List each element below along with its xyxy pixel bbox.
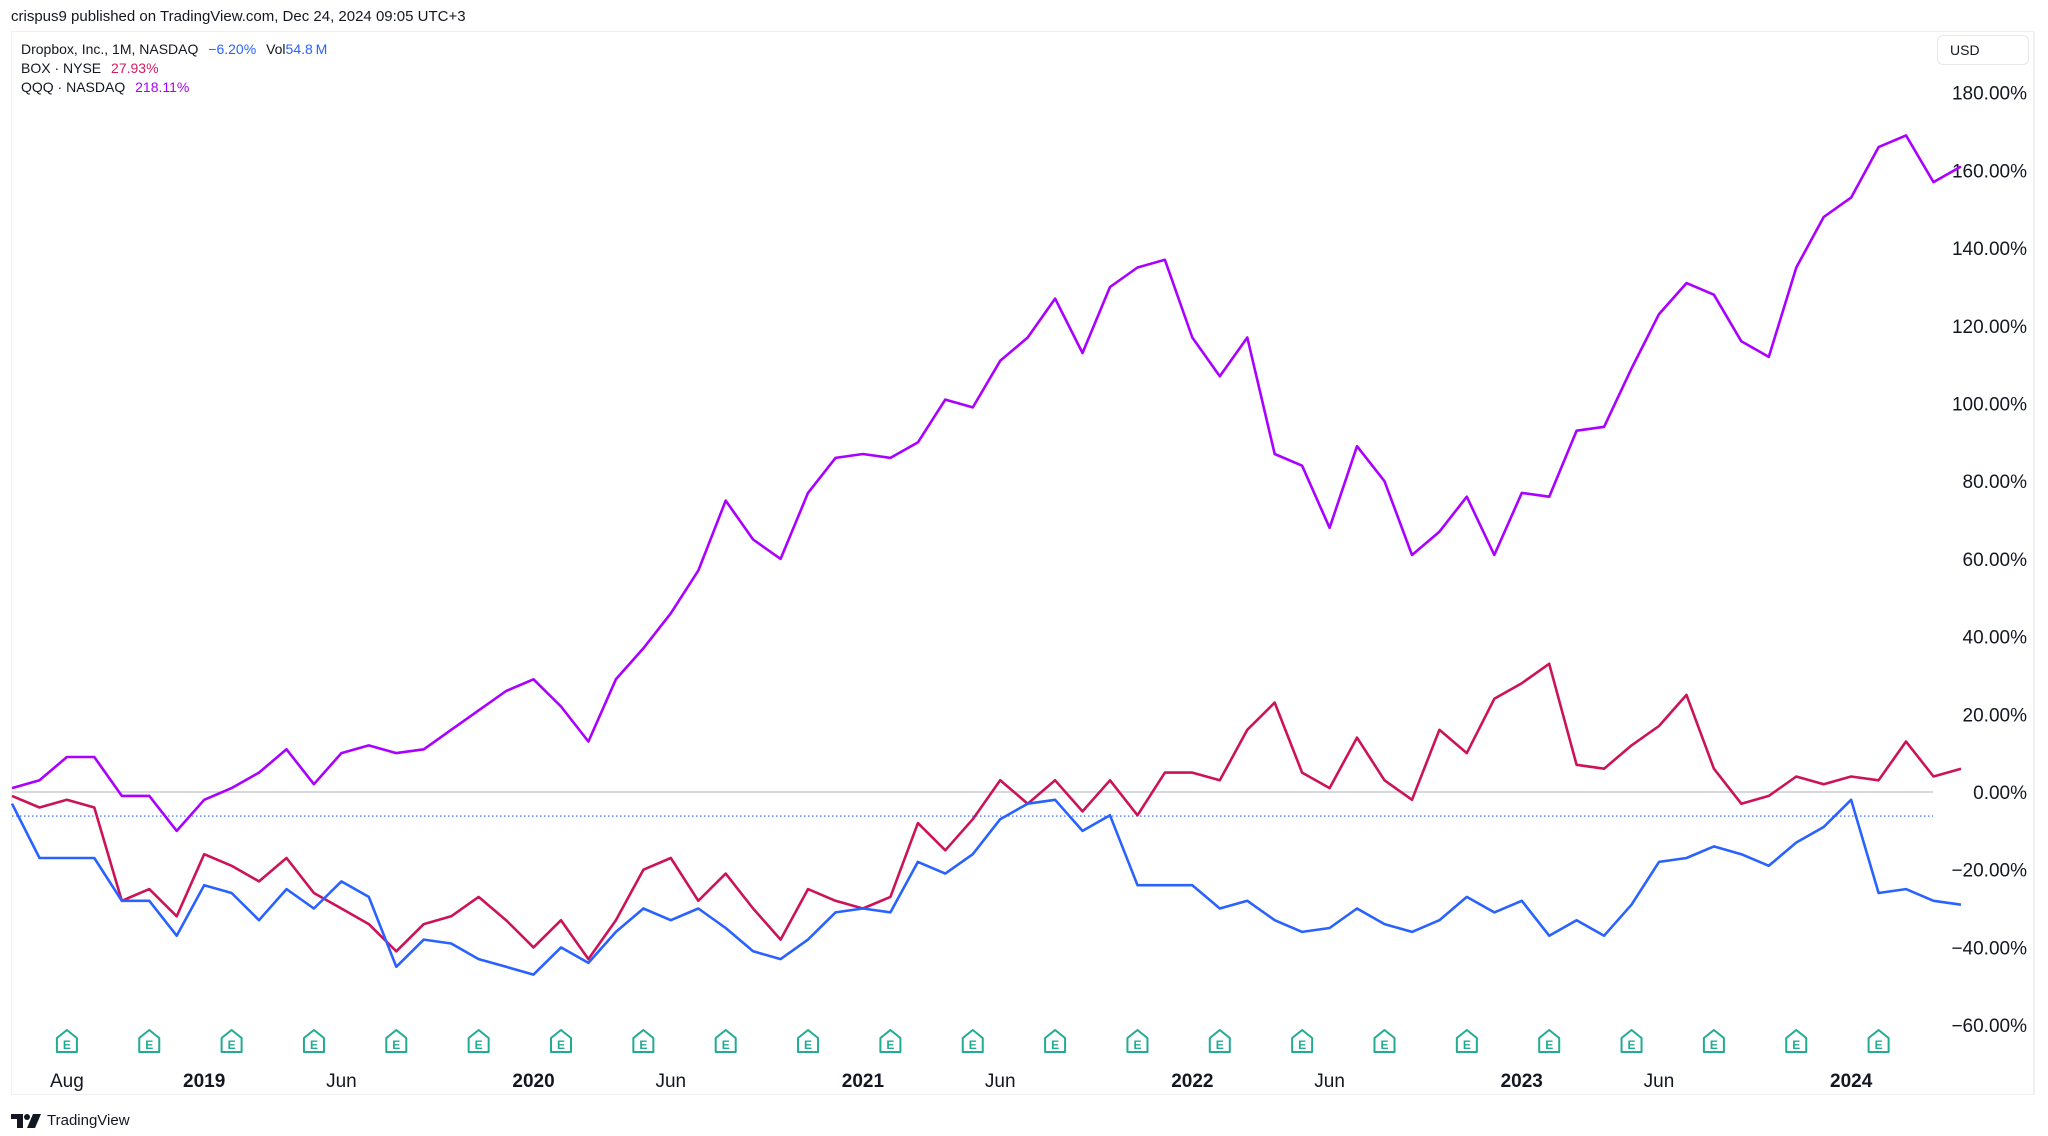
legend-qqq-change: 218.11% [135,79,190,95]
earnings-marker-icon[interactable]: E [1208,1029,1231,1053]
series-line-box[interactable] [11,662,1962,961]
x-axis-tick-label: 2022 [1171,1071,1213,1092]
svg-text:E: E [886,1038,894,1052]
publisher-line: crispus9 published on TradingView.com, D… [11,8,466,25]
svg-text:E: E [63,1038,71,1052]
legend-main-change: −6.20% [208,41,257,57]
earnings-marker-icon[interactable]: E [302,1029,325,1053]
earnings-marker-icon[interactable]: E [1785,1029,1808,1053]
svg-text:E: E [1298,1038,1306,1052]
earnings-marker-icon[interactable]: E [961,1029,984,1053]
svg-text:E: E [145,1038,153,1052]
svg-text:E: E [1792,1038,1800,1052]
y-axis-tick-label: 20.00% [1963,705,2028,726]
svg-text:E: E [1463,1038,1471,1052]
earnings-marker-icon[interactable]: E [1455,1029,1478,1053]
earnings-marker-icon[interactable]: E [879,1029,902,1053]
y-axis-tick-label: 40.00% [1963,628,2028,649]
svg-text:E: E [1545,1038,1553,1052]
svg-text:E: E [722,1038,730,1052]
y-axis-tick-label: 140.00% [1952,239,2027,260]
svg-text:E: E [310,1038,318,1052]
svg-text:E: E [804,1038,812,1052]
tradingview-brand-label: TradingView [47,1112,130,1129]
earnings-marker-icon[interactable]: E [1373,1029,1396,1053]
y-axis-tick-label: 180.00% [1952,84,2027,105]
x-axis-tick-label: Jun [1314,1071,1345,1092]
x-axis-tick-label: Aug [50,1071,84,1092]
x-axis-tick-label: Jun [655,1071,686,1092]
y-axis-tick-label: −40.00% [1951,938,2027,959]
y-axis-tick-label: 0.00% [1973,783,2027,804]
legend-box-series[interactable]: BOX · NYSE 27.93% [21,59,327,78]
svg-text:E: E [475,1038,483,1052]
legend-box-label: BOX · NYSE [21,60,102,76]
x-axis-tick-label: 2020 [512,1071,554,1092]
svg-text:E: E [228,1038,236,1052]
earnings-marker-icon[interactable]: E [632,1029,655,1053]
svg-text:E: E [1628,1038,1636,1052]
svg-text:E: E [1875,1038,1883,1052]
series-line-dropbox[interactable] [10,798,1962,976]
earnings-marker-icon[interactable]: E [220,1029,243,1053]
earnings-marker-icon[interactable]: E [1291,1029,1314,1053]
x-axis-tick-label: Jun [326,1071,357,1092]
y-axis-tick-label: 120.00% [1952,317,2027,338]
legend-volume-value: 54.8 M [285,41,328,57]
price-scale-separator [2033,31,2034,1095]
svg-text:E: E [639,1038,647,1052]
currency-button[interactable]: USD [1937,35,2029,65]
x-axis-tick-label: 2019 [183,1071,225,1092]
earnings-marker-icon[interactable]: E [1126,1029,1149,1053]
y-axis-tick-label: 60.00% [1963,550,2028,571]
earnings-marker-icon[interactable]: E [1702,1029,1725,1053]
x-axis-tick-label: 2024 [1830,1071,1873,1092]
earnings-marker-icon[interactable]: E [714,1029,737,1053]
earnings-marker-icon[interactable]: E [797,1029,820,1053]
y-axis-tick-label: 80.00% [1963,472,2028,493]
earnings-marker-icon[interactable]: E [1044,1029,1067,1053]
tradingview-brand[interactable]: TradingView [11,1112,130,1129]
series-line-qqq[interactable] [11,134,1962,833]
legend-qqq-label: QQQ · NASDAQ [21,79,126,95]
y-axis-tick-label: 100.00% [1952,395,2027,416]
legend-box-change: 27.93% [111,60,159,76]
y-axis-tick-label: −20.00% [1951,861,2027,882]
svg-text:E: E [557,1038,565,1052]
svg-text:E: E [1216,1038,1224,1052]
y-axis-tick-label: 160.00% [1952,161,2027,182]
earnings-marker-icon[interactable]: E [1538,1029,1561,1053]
svg-text:E: E [1380,1038,1388,1052]
tradingview-logo-icon [11,1113,41,1128]
svg-text:E: E [1051,1038,1059,1052]
legend-main-series[interactable]: Dropbox, Inc., 1M, NASDAQ −6.20% Vol54.8… [21,40,327,59]
svg-text:E: E [1710,1038,1718,1052]
x-axis-tick-label: Jun [1644,1071,1675,1092]
legend-volume-label: Vol [266,41,286,57]
chart-frame [11,31,2035,1095]
earnings-marker-icon[interactable]: E [467,1029,490,1053]
y-axis-tick-label: −60.00% [1951,1016,2027,1037]
earnings-marker-icon[interactable]: E [55,1029,78,1053]
x-axis-tick-label: Jun [985,1071,1016,1092]
svg-text:E: E [969,1038,977,1052]
chart-legend: Dropbox, Inc., 1M, NASDAQ −6.20% Vol54.8… [21,40,327,97]
x-axis-tick-label: 2023 [1501,1071,1543,1092]
legend-qqq-series[interactable]: QQQ · NASDAQ 218.11% [21,78,327,97]
x-axis-tick-label: 2021 [842,1071,885,1092]
earnings-marker-icon[interactable]: E [1867,1029,1890,1053]
svg-text:E: E [392,1038,400,1052]
earnings-marker-icon[interactable]: E [550,1029,572,1053]
earnings-marker-icon[interactable]: E [385,1029,408,1053]
legend-main-label: Dropbox, Inc., 1M, NASDAQ [21,41,199,57]
earnings-marker-icon[interactable]: E [138,1029,161,1053]
earnings-marker-icon[interactable]: E [1620,1029,1643,1053]
svg-text:E: E [1133,1038,1141,1052]
